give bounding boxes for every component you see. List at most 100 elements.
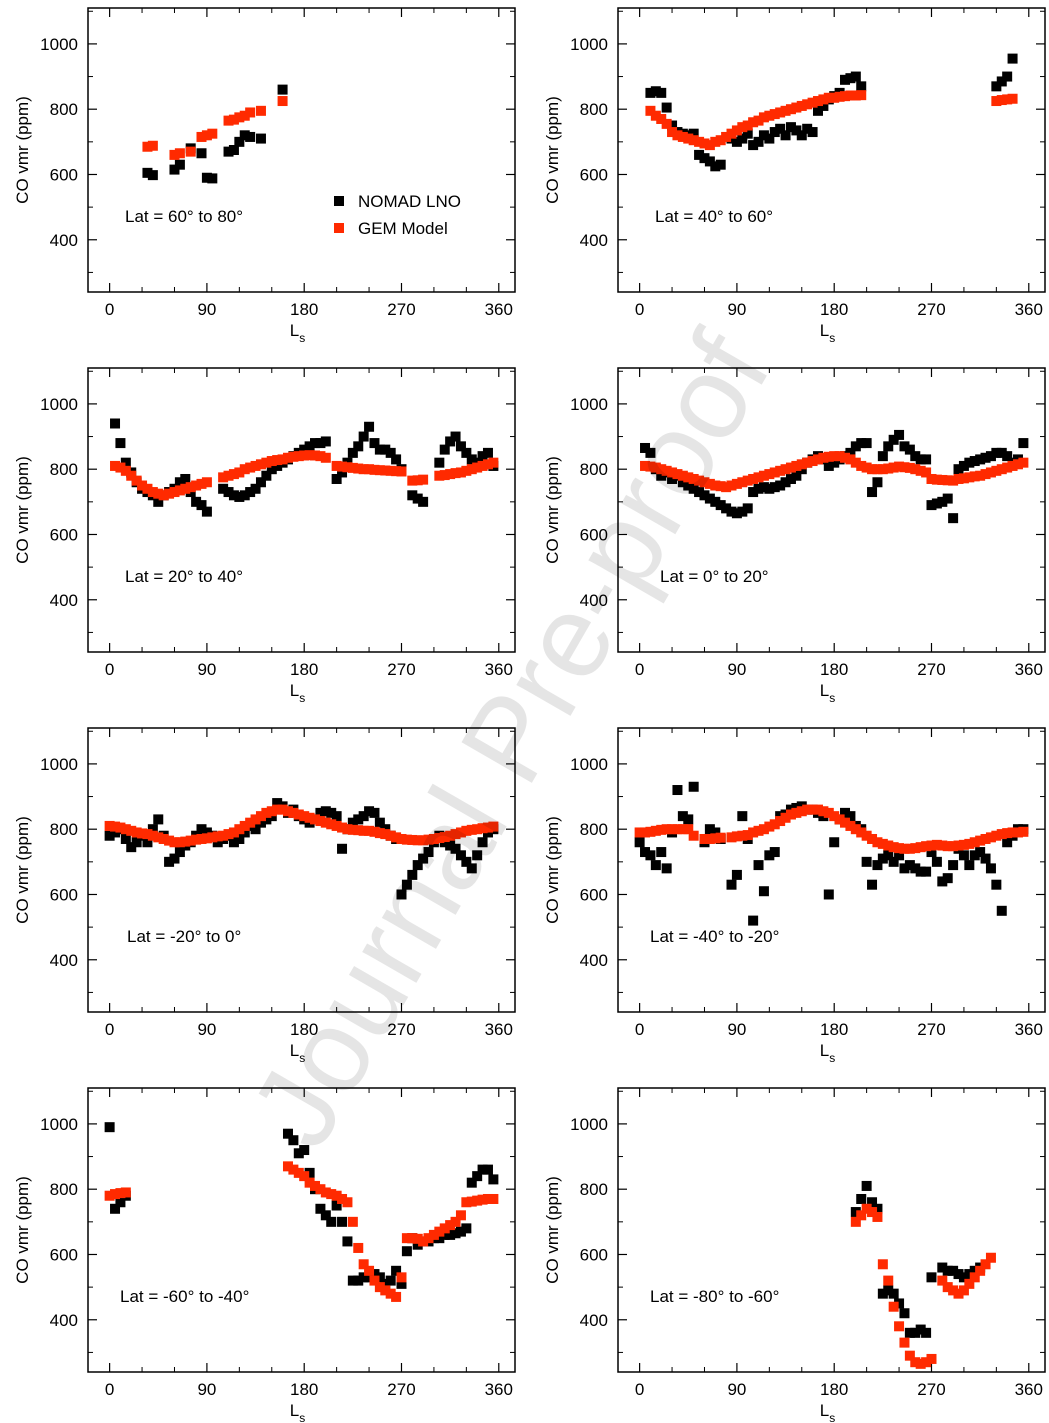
gem-model-point [439, 1223, 450, 1234]
gem-model-point [829, 811, 840, 822]
nomad-lno-point [196, 824, 207, 835]
nomad-lno-point [261, 470, 272, 481]
gem-model-point [391, 466, 402, 477]
x-tick-label: 90 [197, 300, 216, 319]
gem-model-point [958, 473, 969, 484]
nomad-lno-point [299, 1145, 310, 1156]
x-tick-label: 0 [635, 660, 644, 679]
plot-frame [617, 367, 1046, 653]
gem-model-point [699, 138, 710, 149]
gem-model-point [347, 462, 358, 473]
gem-model-point [661, 118, 672, 129]
gem-model-point [315, 816, 326, 827]
gem-model-point [899, 1337, 910, 1348]
gem-model-point [407, 1233, 418, 1244]
nomad-lno-point [466, 454, 477, 465]
nomad-lno-point [991, 879, 1002, 890]
gem-model-point [331, 460, 342, 471]
nomad-lno-point [958, 460, 969, 471]
gem-model-point [364, 825, 375, 836]
x-tick-label: 180 [290, 660, 318, 679]
y-tick-label: 400 [50, 591, 78, 610]
gem-model-point [677, 131, 688, 142]
nomad-lno-point [694, 149, 705, 160]
x-tick-label: 0 [635, 300, 644, 319]
gem-model-point [477, 460, 488, 471]
gem-model-point [683, 133, 694, 144]
gem-model-point [980, 469, 991, 480]
nomad-lno-point [856, 1193, 867, 1204]
gem-model-point [975, 1265, 986, 1276]
nomad-lno-point [704, 824, 715, 835]
gem-model-point [445, 830, 456, 841]
gem-model-point [228, 114, 239, 125]
nomad-lno-point [385, 447, 396, 458]
nomad-lno-point [975, 847, 986, 858]
x-axis-label-sub: s [829, 1411, 835, 1423]
gem-model-point [115, 822, 126, 833]
gem-model-point [764, 821, 775, 832]
nomad-lno-point [877, 451, 888, 462]
gem-model-point [466, 1196, 477, 1207]
gem-model-point [223, 470, 234, 481]
gem-model-point [115, 1188, 126, 1199]
nomad-lno-point [147, 824, 158, 835]
nomad-lno-point [758, 482, 769, 493]
gem-model-point [180, 836, 191, 847]
gem-model-point [818, 806, 829, 817]
y-axis-label: CO vmr (ppm) [543, 96, 562, 204]
gem-model-point [482, 459, 493, 470]
nomad-lno-point [996, 447, 1007, 458]
gem-model-point [780, 464, 791, 475]
gem-model-point [282, 1161, 293, 1172]
gem-model-point [380, 829, 391, 840]
gem-model-point [861, 462, 872, 473]
nomad-lno-point [904, 1327, 915, 1338]
nomad-lno-point [667, 120, 678, 131]
nomad-lno-point [737, 506, 748, 517]
gem-model-point [915, 1358, 926, 1369]
gem-model-point [818, 452, 829, 463]
nomad-lno-point [239, 130, 250, 141]
y-tick-label: 800 [580, 100, 608, 119]
gem-model-point [185, 146, 196, 157]
gem-model-point [840, 452, 851, 463]
gem-model-point [704, 833, 715, 844]
nomad-lno-point [688, 483, 699, 494]
nomad-lno-point [775, 480, 786, 491]
gem-model-point [482, 822, 493, 833]
x-axis-label: Ls [820, 681, 835, 705]
nomad-lno-point [861, 856, 872, 867]
nomad-lno-point [812, 105, 823, 116]
x-tick-label: 90 [727, 1380, 746, 1399]
nomad-lno-point [347, 447, 358, 458]
gem-model-point [996, 464, 1007, 475]
gem-model-point [1012, 827, 1023, 838]
nomad-lno-point [731, 136, 742, 147]
y-tick-label: 800 [50, 100, 78, 119]
gem-model-point [894, 461, 905, 472]
nomad-lno-point [915, 454, 926, 465]
nomad-lno-point [899, 1308, 910, 1319]
nomad-lno-point [369, 438, 380, 449]
gem-model-point [131, 827, 142, 838]
gem-model-point [1007, 460, 1018, 471]
gem-model-point [877, 1259, 888, 1270]
nomad-lno-point [401, 1246, 412, 1257]
gem-model-point [434, 1226, 445, 1237]
y-tick-label: 1000 [40, 35, 78, 54]
x-axis-label: Ls [820, 1401, 835, 1423]
gem-model-point [234, 112, 245, 123]
gem-model-point [948, 475, 959, 486]
gem-model-point [337, 461, 348, 472]
series-gem-model [850, 1203, 996, 1369]
nomad-lno-point [683, 814, 694, 825]
gem-model-point [358, 464, 369, 475]
gem-model-point [1007, 827, 1018, 838]
gem-model-point [201, 833, 212, 844]
gem-model-point [401, 834, 412, 845]
nomad-lno-point [412, 860, 423, 871]
nomad-lno-point [450, 1228, 461, 1239]
